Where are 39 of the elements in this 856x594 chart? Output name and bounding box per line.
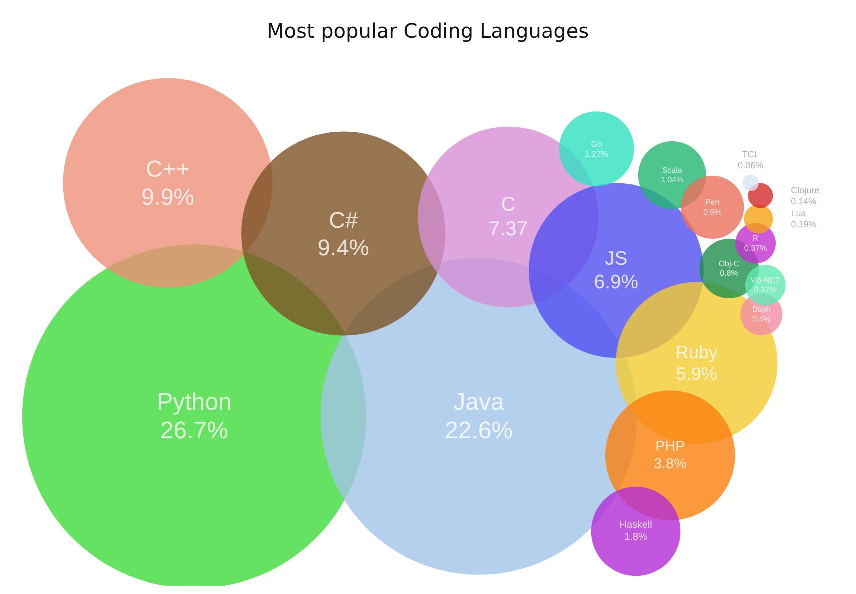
data-label: 1.27% — [584, 149, 610, 160]
data-label: 9.9% — [141, 184, 194, 210]
data-label: 0.06% — [738, 160, 764, 170]
text: Most popular Coding Languages — [266, 19, 590, 43]
category-label: JS — [605, 248, 628, 270]
category-label: Perl — [705, 198, 720, 208]
category-label: C# — [329, 207, 358, 234]
category-label: C — [501, 194, 516, 216]
category-label: Scala — [662, 166, 683, 176]
category-label: Python — [157, 388, 232, 416]
category-label: Obj-C — [718, 259, 740, 268]
category-label: Bash — [752, 305, 771, 314]
category-label: Lua — [791, 208, 806, 219]
category-label: TCL — [742, 150, 760, 160]
data-label: 26.7% — [160, 418, 228, 445]
data-label: 7.37 — [488, 218, 528, 240]
category-label: Haskell — [620, 520, 652, 532]
data-label: 0.37% — [754, 286, 777, 295]
data-label: 0.14% — [791, 196, 817, 206]
data-label: 6.9% — [594, 271, 639, 294]
data-label: 0.4% — [752, 314, 771, 324]
category-label: PHP — [656, 438, 686, 455]
data-label: 0.8% — [720, 269, 738, 278]
category-label: Clojure — [791, 185, 820, 196]
category-label: C++ — [146, 156, 190, 182]
category-label: Go — [591, 139, 603, 150]
data-label: 0.37% — [744, 244, 768, 253]
data-label: 1.04% — [661, 176, 684, 185]
data-label: 0.19% — [791, 220, 817, 230]
data-label: 0.9% — [703, 208, 722, 217]
data-label: 9.4% — [318, 234, 370, 260]
data-label: 22.6% — [444, 418, 514, 445]
category-label: Ruby — [676, 342, 718, 362]
category-label: Java — [454, 388, 506, 416]
data-label: 1.8% — [624, 532, 648, 543]
category-label: VB-NET — [750, 276, 780, 286]
data-label: 3.8% — [654, 456, 687, 472]
data-label: 5.9% — [676, 364, 718, 384]
category-label: R — [752, 234, 759, 244]
